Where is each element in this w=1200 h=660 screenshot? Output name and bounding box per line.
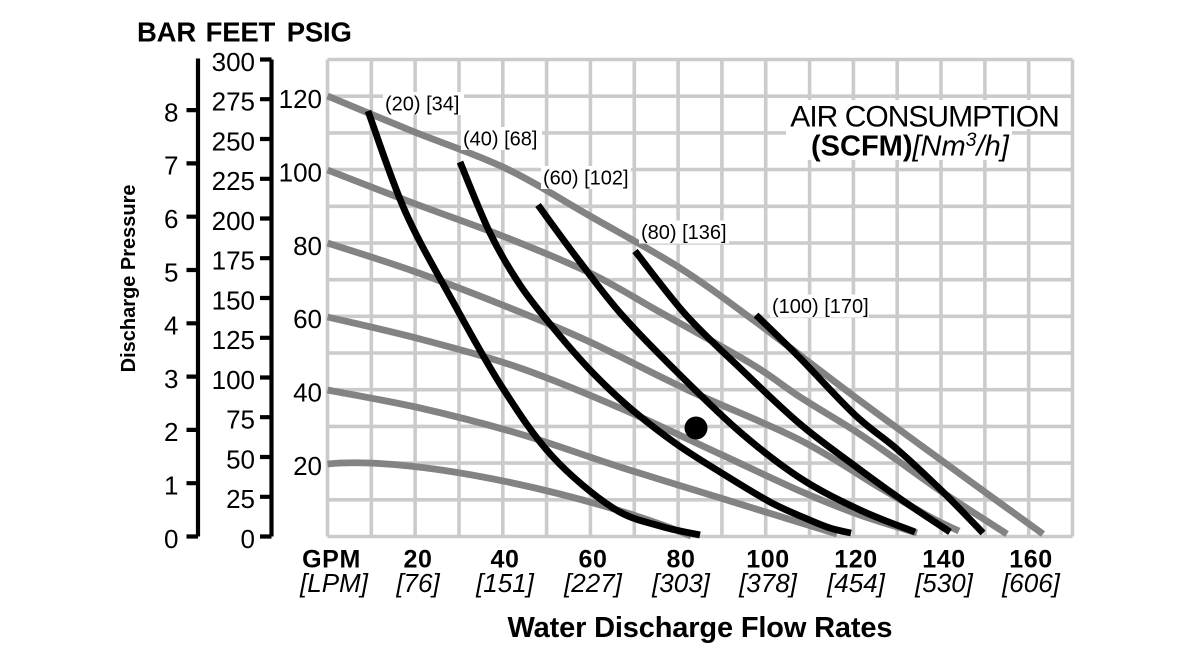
svg-text:1: 1	[164, 471, 178, 501]
svg-text:[530]: [530]	[914, 568, 974, 598]
svg-text:7: 7	[164, 151, 178, 181]
svg-text:40: 40	[490, 546, 519, 574]
svg-text:100: 100	[212, 365, 255, 395]
svg-text:80: 80	[293, 231, 322, 261]
svg-text:275: 275	[212, 87, 255, 117]
svg-text:(40) [68]: (40) [68]	[463, 129, 537, 151]
svg-text:100: 100	[746, 546, 790, 574]
svg-text:GPM: GPM	[302, 546, 361, 574]
svg-text:(20) [34]: (20) [34]	[385, 94, 459, 116]
svg-text:[454]: [454]	[826, 568, 886, 598]
svg-text:300: 300	[212, 47, 255, 77]
svg-text:0: 0	[164, 524, 178, 554]
svg-text:200: 200	[212, 206, 255, 236]
svg-text:[76]: [76]	[395, 568, 440, 598]
svg-text:Discharge Pressure: Discharge Pressure	[118, 184, 140, 372]
svg-text:0: 0	[241, 524, 255, 554]
svg-text:225: 225	[212, 166, 255, 196]
svg-text:[303]: [303]	[651, 568, 711, 598]
svg-text:20: 20	[403, 546, 432, 574]
svg-text:6: 6	[164, 204, 178, 234]
svg-text:4: 4	[164, 311, 178, 341]
svg-text:60: 60	[578, 546, 607, 574]
svg-text:160: 160	[1009, 546, 1053, 574]
svg-text:60: 60	[293, 304, 322, 334]
svg-text:100: 100	[279, 157, 322, 187]
svg-text:5: 5	[164, 257, 178, 287]
svg-text:40: 40	[293, 378, 322, 408]
svg-text:[606]: [606]	[1001, 568, 1061, 598]
svg-text:[227]: [227]	[563, 568, 623, 598]
svg-text:[LPM]: [LPM]	[299, 568, 369, 598]
svg-text:(100) [170]: (100) [170]	[772, 296, 869, 318]
svg-text:50: 50	[226, 444, 255, 474]
svg-text:PSIG: PSIG	[287, 17, 352, 48]
svg-text:(60) [102]: (60) [102]	[543, 168, 629, 190]
svg-text:(80) [136]: (80) [136]	[641, 222, 727, 244]
svg-text:120: 120	[834, 546, 878, 574]
svg-text:80: 80	[666, 546, 695, 574]
svg-text:140: 140	[922, 546, 966, 574]
svg-text:125: 125	[212, 325, 255, 355]
svg-text:Water Discharge Flow Rates: Water Discharge Flow Rates	[508, 612, 893, 644]
svg-text:3: 3	[164, 364, 178, 394]
svg-text:FEET: FEET	[206, 17, 276, 48]
svg-text:75: 75	[226, 405, 255, 435]
svg-text:BAR: BAR	[137, 17, 196, 48]
svg-text:150: 150	[212, 285, 255, 315]
svg-text:120: 120	[279, 84, 322, 114]
svg-text:AIR CONSUMPTION: AIR CONSUMPTION	[790, 101, 1060, 134]
svg-text:[151]: [151]	[475, 568, 535, 598]
svg-text:2: 2	[164, 417, 178, 447]
svg-text:(SCFM)[Nm3/h]: (SCFM)[Nm3/h]	[811, 129, 1010, 163]
svg-text:250: 250	[212, 126, 255, 156]
svg-text:25: 25	[226, 484, 255, 514]
svg-text:[378]: [378]	[738, 568, 798, 598]
svg-text:20: 20	[293, 451, 322, 481]
svg-text:8: 8	[164, 97, 178, 127]
svg-text:175: 175	[212, 246, 255, 276]
